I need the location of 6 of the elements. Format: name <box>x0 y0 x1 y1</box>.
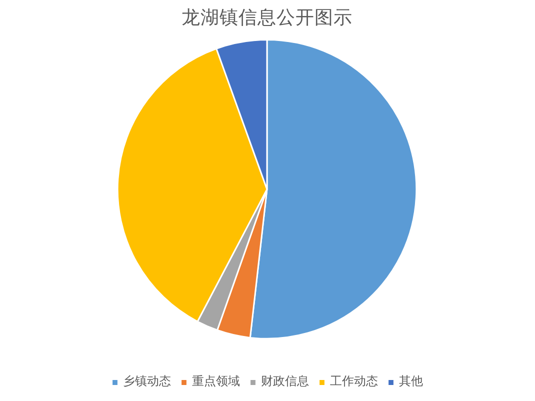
legend-label: 乡镇动态 <box>123 373 171 390</box>
legend-label: 其他 <box>399 373 423 390</box>
chart-title: 龙湖镇信息公开图示 <box>182 8 352 28</box>
legend-label: 财政信息 <box>261 373 309 390</box>
legend-label: 工作动态 <box>330 373 378 390</box>
legend-label: 重点领域 <box>192 373 240 390</box>
